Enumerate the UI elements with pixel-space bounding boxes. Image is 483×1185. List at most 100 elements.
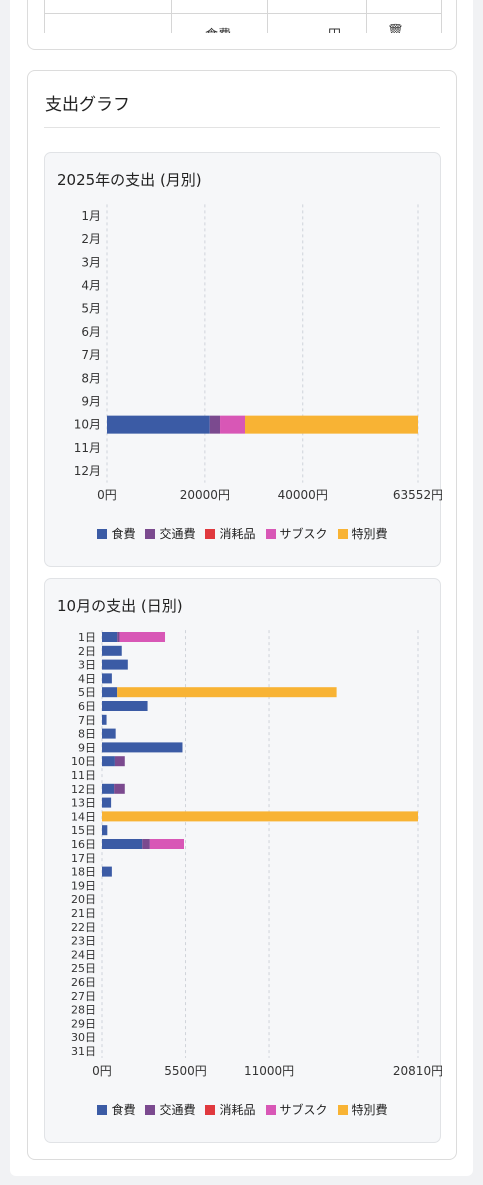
y-tick-label: 11日: [71, 769, 96, 782]
x-tick-label: 20810円: [393, 1064, 442, 1078]
y-tick-label: 21日: [71, 907, 96, 920]
y-tick-label: 2月: [81, 232, 101, 246]
y-tick-label: 31日: [71, 1045, 96, 1058]
bar-segment: [107, 415, 210, 434]
x-tick-label: 5500円: [164, 1064, 207, 1078]
y-tick-label: 22日: [71, 921, 96, 934]
y-tick-label: 13日: [71, 797, 96, 810]
legend-item[interactable]: 食費: [97, 1101, 135, 1118]
y-tick-label: 15日: [71, 824, 96, 837]
legend-swatch: [145, 528, 156, 539]
y-tick-label: 30日: [71, 1031, 96, 1044]
legend-item[interactable]: 交通費: [145, 1101, 195, 1118]
legend-swatch: [265, 1104, 276, 1115]
daily-chart: 0円 5500円 11000円 20810円 1日2日3日4日5日6日7日8日9日10日…: [71, 630, 442, 1078]
bar-segment: [142, 839, 150, 849]
chart-legend: 食費 交通費 消耗品 サブスク 特別費: [45, 1101, 440, 1118]
y-tick-label: 3月: [81, 255, 101, 269]
bar-segment: [102, 783, 115, 794]
legend-item[interactable]: 特別費: [337, 525, 388, 542]
y-tick-label: 4日: [78, 672, 96, 685]
bar-segment: [102, 728, 116, 739]
legend-item[interactable]: サブスク: [265, 525, 328, 542]
legend-swatch: [97, 1104, 108, 1115]
expense-table: 食費 __円 🗑: [44, 0, 442, 33]
y-tick-label: 25日: [71, 962, 96, 975]
y-tick-label: 27日: [71, 990, 96, 1003]
table-col-divider: [171, 0, 172, 33]
legend-item[interactable]: サブスク: [265, 1101, 328, 1118]
bar-segment: [102, 701, 148, 711]
legend-swatch: [97, 528, 108, 539]
y-tick-label: 14日: [71, 810, 96, 823]
legend-label: 特別費: [351, 527, 388, 541]
y-tick-label: 2日: [78, 645, 96, 658]
legend-swatch: [145, 1104, 156, 1115]
bar-segment: [114, 783, 125, 794]
bar-segment: [102, 839, 143, 849]
y-tick-label: 18日: [71, 866, 96, 879]
y-tick-label: 20日: [71, 893, 96, 906]
legend-swatch: [265, 528, 276, 539]
y-tick-label: 9日: [78, 741, 96, 754]
x-tick-label: 0円: [97, 488, 117, 502]
bar-segment: [102, 673, 112, 684]
table-row-divider: [45, 13, 441, 14]
bar-segment: [102, 742, 183, 753]
table-col-divider: [366, 0, 367, 33]
chart-title: 2025年の支出 (月別): [57, 171, 202, 189]
legend-item[interactable]: 食費: [97, 525, 135, 542]
legend-label: 消耗品: [219, 527, 256, 541]
bar-segment: [102, 825, 108, 836]
legend-swatch: [337, 528, 348, 539]
legend-label: サブスク: [279, 1103, 328, 1117]
x-tick-label: 11000円: [244, 1064, 294, 1078]
y-tick-label: 19日: [71, 879, 96, 892]
y-tick-label: 23日: [71, 935, 96, 948]
y-tick-label: 5日: [78, 686, 96, 699]
expense-graph-card: 支出グラフ 2025年の支出 (月別) 0円 20000円 40000円 63552円…: [27, 70, 457, 1160]
y-tick-label: 4月: [81, 279, 101, 293]
y-tick-label: 24日: [71, 948, 96, 961]
bar-segment: [102, 687, 118, 698]
bar-segment: [102, 645, 122, 656]
y-tick-label: 6月: [81, 325, 101, 339]
y-tick-label: 1日: [78, 631, 96, 644]
table-col-divider: [267, 0, 268, 33]
y-tick-label: 5月: [81, 302, 101, 316]
bar-segment: [102, 714, 107, 725]
legend-item[interactable]: 消耗品: [205, 525, 256, 542]
bar-segment: [102, 811, 418, 822]
bar-segment: [119, 632, 166, 642]
y-tick-label: 3日: [78, 659, 96, 672]
trash-icon[interactable]: 🗑: [387, 24, 404, 33]
legend-label: サブスク: [279, 527, 328, 541]
table-cell-category: 食費: [205, 24, 231, 33]
y-tick-label: 28日: [71, 1004, 96, 1017]
y-tick-label: 6日: [78, 700, 96, 713]
bar-segment: [102, 659, 128, 670]
legend-label: 消耗品: [219, 1103, 256, 1117]
bar-segment: [102, 756, 115, 767]
x-tick-label: 63552円: [393, 488, 442, 502]
y-tick-label: 16日: [71, 838, 96, 851]
y-tick-label: 26日: [71, 976, 96, 989]
x-tick-label: 0円: [92, 1064, 112, 1078]
y-tick-label: 12月: [74, 464, 101, 478]
legend-label: 交通費: [159, 1103, 196, 1117]
y-tick-label: 8月: [81, 371, 101, 385]
legend-item[interactable]: 特別費: [337, 1101, 388, 1118]
x-tick-label: 20000円: [180, 488, 230, 502]
legend-swatch: [337, 1104, 348, 1115]
bar-segment: [209, 415, 221, 434]
bar-segment: [149, 839, 184, 849]
daily-chart-card: 10月の支出 (日別) 0円 5500円 11000円 20810円 1日 2日 3日 4日 5…: [44, 578, 442, 1143]
legend-item[interactable]: 消耗品: [205, 1101, 256, 1118]
y-tick-label: 10日: [71, 755, 96, 768]
legend-item[interactable]: 交通費: [145, 525, 195, 542]
bar-segment: [245, 415, 418, 434]
legend-label: 食費: [111, 527, 136, 541]
section-divider: [44, 127, 440, 128]
legend-label: 交通費: [159, 527, 196, 541]
legend-swatch: [205, 1104, 216, 1115]
